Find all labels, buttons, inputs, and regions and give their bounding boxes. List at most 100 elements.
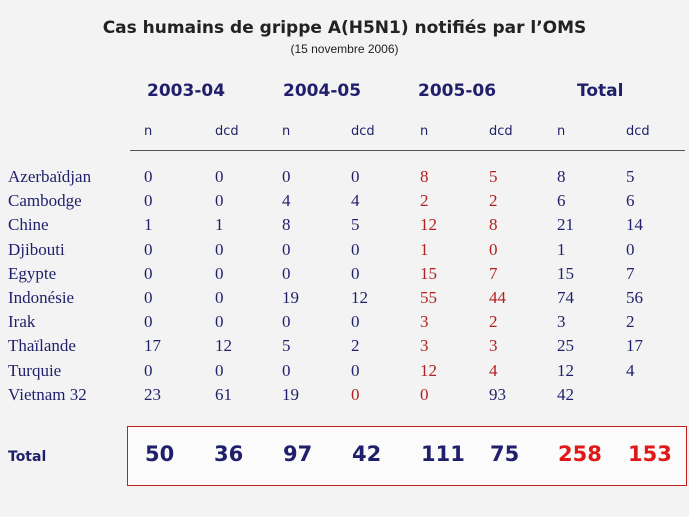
table-cell: 42 xyxy=(557,384,574,404)
table-cell: 0 xyxy=(215,191,224,211)
period-header-2004-05: 2004-05 xyxy=(283,81,362,101)
table-cell: 0 xyxy=(351,312,360,332)
total-cell: 153 xyxy=(628,442,672,466)
table-cell: 4 xyxy=(351,191,360,211)
header-divider xyxy=(130,150,685,151)
column-header-dcd: dcd xyxy=(626,124,650,139)
table-cell: 25 xyxy=(557,336,574,356)
table-cell: 0 xyxy=(351,263,360,283)
table-cell: 4 xyxy=(626,360,635,380)
table-cell: 5 xyxy=(489,167,498,186)
table-cell: 12 xyxy=(351,288,368,307)
table-cell: 0 xyxy=(282,360,291,380)
table-row: Irak 0 0 0 0 3 2 3 2 xyxy=(0,312,689,336)
table-cell: 0 xyxy=(626,239,635,259)
table-cell: 0 xyxy=(215,167,224,186)
table-cell: 5 xyxy=(282,336,291,356)
table-cell: 7 xyxy=(489,263,498,283)
country-label: Chine xyxy=(8,215,49,235)
table-cell: 56 xyxy=(626,288,643,307)
column-header-dcd: dcd xyxy=(489,124,513,139)
total-cell: 42 xyxy=(352,442,382,466)
total-cell: 36 xyxy=(214,442,244,466)
table-cell: 4 xyxy=(489,360,498,380)
total-label: Total xyxy=(8,449,47,465)
column-header-n: n xyxy=(420,124,429,139)
table-cell: 0 xyxy=(215,360,224,380)
table-cell: 1 xyxy=(215,215,224,235)
table-cell: 0 xyxy=(215,239,224,259)
table-row: Turquie 0 0 0 0 12 4 12 4 xyxy=(0,361,689,385)
table-row: Cambodge 0 0 4 4 2 2 6 6 xyxy=(0,191,689,215)
country-label: Djibouti xyxy=(8,239,65,259)
table-cell: 0 xyxy=(215,288,224,307)
column-header-dcd: dcd xyxy=(215,124,239,139)
column-header-n: n xyxy=(557,124,566,139)
table-cell: 0 xyxy=(215,312,224,332)
table-cell: 74 xyxy=(557,288,574,307)
table-cell: 44 xyxy=(489,288,506,307)
table-cell: 0 xyxy=(282,263,291,283)
table-cell: 17 xyxy=(144,336,161,356)
table-cell: 2 xyxy=(351,336,360,356)
table-row: Thaïlande 17 12 5 2 3 3 25 17 xyxy=(0,336,689,360)
table-row: Vietnam 32 23 61 19 0 0 93 42 xyxy=(0,385,689,409)
table-cell: 15 xyxy=(420,263,437,283)
page-subtitle: (15 novembre 2006) xyxy=(290,42,399,56)
table-cell: 4 xyxy=(282,191,291,211)
table-row: Indonésie 0 0 19 12 55 44 74 56 xyxy=(0,288,689,312)
table-cell: 0 xyxy=(215,263,224,283)
table-cell: 6 xyxy=(626,191,635,211)
column-header-n: n xyxy=(144,124,153,139)
table-cell: 0 xyxy=(420,384,429,404)
table-cell: 3 xyxy=(420,312,429,332)
column-header-dcd: dcd xyxy=(351,124,375,139)
table-cell: 12 xyxy=(215,336,232,356)
table-cell: 17 xyxy=(626,336,643,356)
country-label: Turquie xyxy=(8,360,62,380)
table-cell: 3 xyxy=(489,336,498,356)
table-cell: 0 xyxy=(282,167,291,186)
country-label: Egypte xyxy=(8,263,57,283)
total-cell: 97 xyxy=(283,442,313,466)
table-cell: 19 xyxy=(282,384,299,404)
total-cell: 50 xyxy=(145,442,175,466)
table-cell: 7 xyxy=(626,263,635,283)
table-cell: 0 xyxy=(282,239,291,259)
table-cell: 8 xyxy=(282,215,291,235)
table-cell: 5 xyxy=(351,215,360,235)
table-row: Egypte 0 0 0 0 15 7 15 7 xyxy=(0,264,689,288)
table-cell: 0 xyxy=(282,312,291,332)
table-cell: 0 xyxy=(144,191,153,211)
table-cell: 12 xyxy=(420,215,437,235)
table-row: Azerbaïdjan 0 0 0 0 8 5 8 5 xyxy=(0,167,689,191)
table-cell: 3 xyxy=(420,336,429,356)
period-header-2003-04: 2003-04 xyxy=(147,81,226,101)
table-cell: 0 xyxy=(489,239,498,259)
table-cell: 1 xyxy=(144,215,153,235)
table-cell: 21 xyxy=(557,215,574,235)
total-cell: 258 xyxy=(558,442,602,466)
table-cell: 3 xyxy=(557,312,566,332)
country-label: Irak xyxy=(8,312,36,332)
table-cell: 2 xyxy=(489,312,498,332)
page-title: Cas humains de grippe A(H5N1) notifiés p… xyxy=(102,18,587,38)
table-cell: 2 xyxy=(489,191,498,211)
table-row: Djibouti 0 0 0 0 1 0 1 0 xyxy=(0,240,689,264)
table-cell: 0 xyxy=(351,384,360,404)
table-cell: 1 xyxy=(420,239,429,259)
table-cell: 8 xyxy=(420,167,429,186)
table-cell: 0 xyxy=(144,360,153,380)
table-cell: 0 xyxy=(144,288,153,307)
table-cell: 15 xyxy=(557,263,574,283)
country-label: Cambodge xyxy=(8,191,82,211)
country-label: Vietnam 32 xyxy=(8,384,87,404)
table-cell: 93 xyxy=(489,384,506,404)
country-label: Indonésie xyxy=(8,288,75,307)
table-cell: 0 xyxy=(144,167,153,186)
table-cell: 0 xyxy=(144,312,153,332)
period-header-total: Total xyxy=(577,81,624,101)
table-cell: 0 xyxy=(351,167,360,186)
country-label: Thaïlande xyxy=(8,336,76,356)
total-cell: 75 xyxy=(490,442,520,466)
